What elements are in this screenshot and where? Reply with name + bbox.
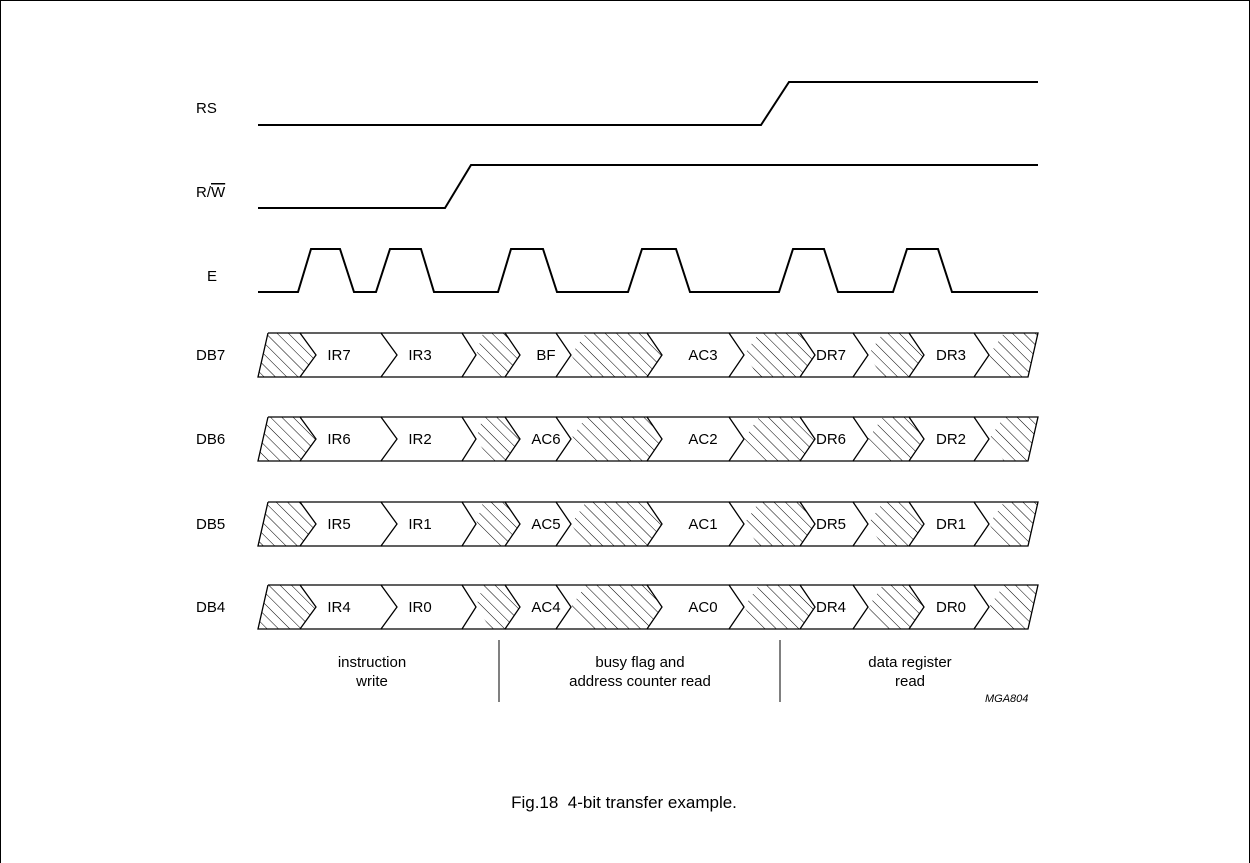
rw-waveform — [258, 164, 1038, 209]
db4-dontcare-6 — [989, 585, 1038, 629]
db7-value-5: DR7 — [816, 347, 846, 364]
signal-label-db7: DB7 — [196, 347, 225, 364]
db7-bus: IR7 IR3 BF AC3 DR7 DR3 — [257, 332, 1039, 378]
db7-value-6: DR3 — [936, 347, 966, 364]
figure-caption: Fig.18 4-bit transfer example. — [511, 793, 737, 812]
db4-value-4: AC0 — [688, 599, 717, 616]
db7-value-4: AC3 — [688, 347, 717, 364]
rs-waveform — [258, 81, 1038, 126]
db7-value-3: BF — [536, 347, 555, 364]
db5-dontcare-3 — [571, 502, 662, 546]
db7-value-2: IR3 — [408, 347, 431, 364]
db7-dontcare-5 — [868, 333, 924, 377]
db5-value-2: IR1 — [408, 516, 431, 533]
db6-dontcare-4 — [744, 417, 815, 461]
db6-value-4: AC2 — [688, 431, 717, 448]
db4-dontcare-4 — [744, 585, 815, 629]
db6-bus: IR6 IR2 AC6 AC2 DR6 DR2 — [257, 416, 1039, 462]
db7-dontcare-4 — [744, 333, 815, 377]
db7-dontcare-6 — [989, 333, 1038, 377]
db4-value-1: IR4 — [327, 599, 350, 616]
db4-value-3: AC4 — [531, 599, 560, 616]
db4-value-2: IR0 — [408, 599, 431, 616]
db4-dontcare-3 — [571, 585, 662, 629]
db6-dontcare-1 — [258, 417, 316, 461]
db5-bus: IR5 IR1 AC5 AC1 DR5 DR1 — [257, 501, 1039, 547]
signal-label-db5: DB5 — [196, 516, 225, 533]
db5-value-6: DR1 — [936, 516, 966, 533]
db5-value-5: DR5 — [816, 516, 846, 533]
rw-overbar-w: W — [211, 184, 226, 201]
signal-label-db6: DB6 — [196, 431, 225, 448]
db6-dontcare-2 — [476, 417, 520, 461]
db5-value-4: AC1 — [688, 516, 717, 533]
phase-instruction-write-line2: write — [355, 673, 388, 690]
db5-value-1: IR5 — [327, 516, 350, 533]
signal-label-rs: RS — [196, 100, 217, 117]
db4-dontcare-1 — [258, 585, 316, 629]
db6-value-6: DR2 — [936, 431, 966, 448]
db5-value-3: AC5 — [531, 516, 560, 533]
db6-value-1: IR6 — [327, 431, 350, 448]
phase-busy-flag-line2: address counter read — [569, 673, 711, 690]
db7-dontcare-3 — [571, 333, 662, 377]
db4-dontcare-2 — [476, 585, 520, 629]
db4-dontcare-5 — [868, 585, 924, 629]
db5-dontcare-5 — [868, 502, 924, 546]
db5-dontcare-1 — [258, 502, 316, 546]
phase-data-register-line1: data register — [868, 654, 951, 671]
db6-value-3: AC6 — [531, 431, 560, 448]
figure-code: MGA804 — [985, 693, 1028, 705]
db7-dontcare-1 — [258, 333, 316, 377]
db5-dontcare-4 — [744, 502, 815, 546]
db6-value-5: DR6 — [816, 431, 846, 448]
phase-data-register-line2: read — [895, 673, 925, 690]
phase-instruction-write-line1: instruction — [338, 654, 406, 671]
phase-busy-flag-line1: busy flag and — [595, 654, 684, 671]
e-waveform — [258, 248, 1038, 293]
signal-label-db4: DB4 — [196, 599, 225, 616]
db4-value-5: DR4 — [816, 599, 846, 616]
signal-label-rw: R/W — [196, 184, 226, 201]
db6-value-2: IR2 — [408, 431, 431, 448]
db6-dontcare-3 — [571, 417, 662, 461]
db5-dontcare-6 — [989, 502, 1038, 546]
db6-dontcare-5 — [868, 417, 924, 461]
db7-value-1: IR7 — [327, 347, 350, 364]
db6-dontcare-6 — [989, 417, 1038, 461]
signal-label-e: E — [207, 268, 217, 285]
db4-bus: IR4 IR0 AC4 AC0 DR4 DR0 — [257, 584, 1039, 630]
db7-dontcare-2 — [476, 333, 520, 377]
db4-value-6: DR0 — [936, 599, 966, 616]
db5-dontcare-2 — [476, 502, 520, 546]
